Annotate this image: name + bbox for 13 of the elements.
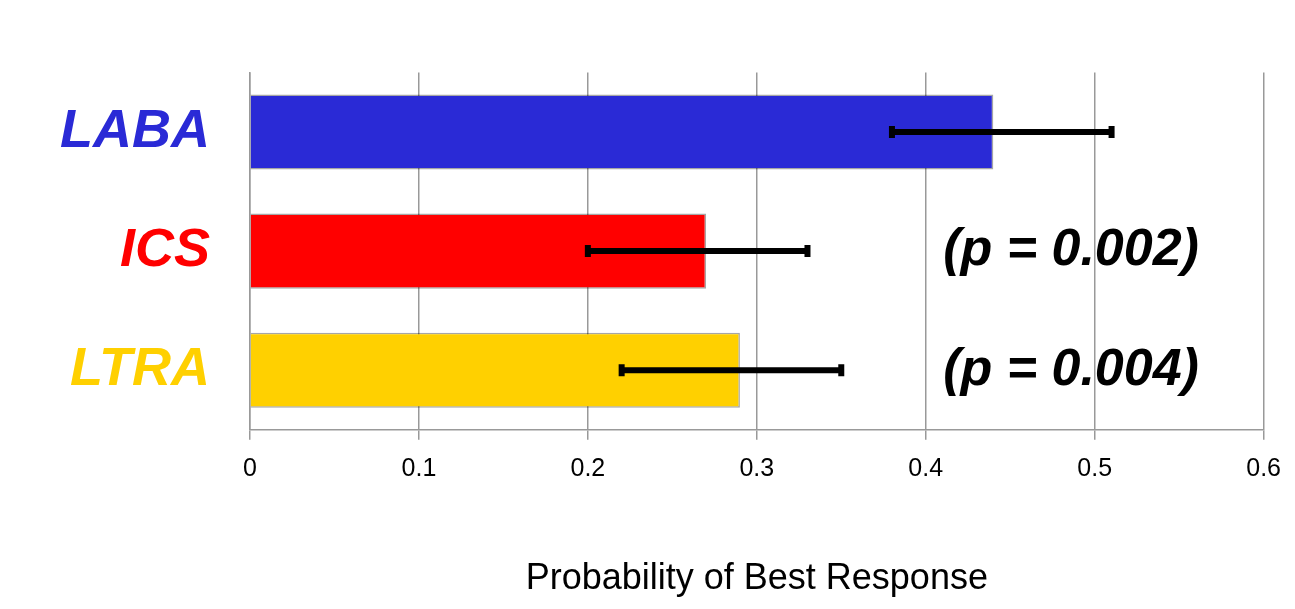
x-tick-label: 0.1 (401, 452, 437, 481)
annotation: (p = 0.004) (943, 337, 1199, 396)
x-tick-label: 0 (243, 452, 257, 481)
x-tick-label: 0.3 (739, 452, 775, 481)
y-tick-label: LTRA (70, 336, 210, 397)
y-tick-label: ICS (119, 216, 210, 277)
x-tick-label: 0.5 (1077, 452, 1113, 481)
x-tick-label: 0.4 (908, 452, 944, 481)
y-tick-label: LABA (59, 97, 210, 158)
x-axis-title: Probability of Best Response (525, 556, 988, 598)
x-tick-label: 0.2 (570, 452, 606, 481)
x-tick-label: 0.6 (1246, 452, 1282, 481)
annotation: (p = 0.002) (943, 218, 1199, 277)
